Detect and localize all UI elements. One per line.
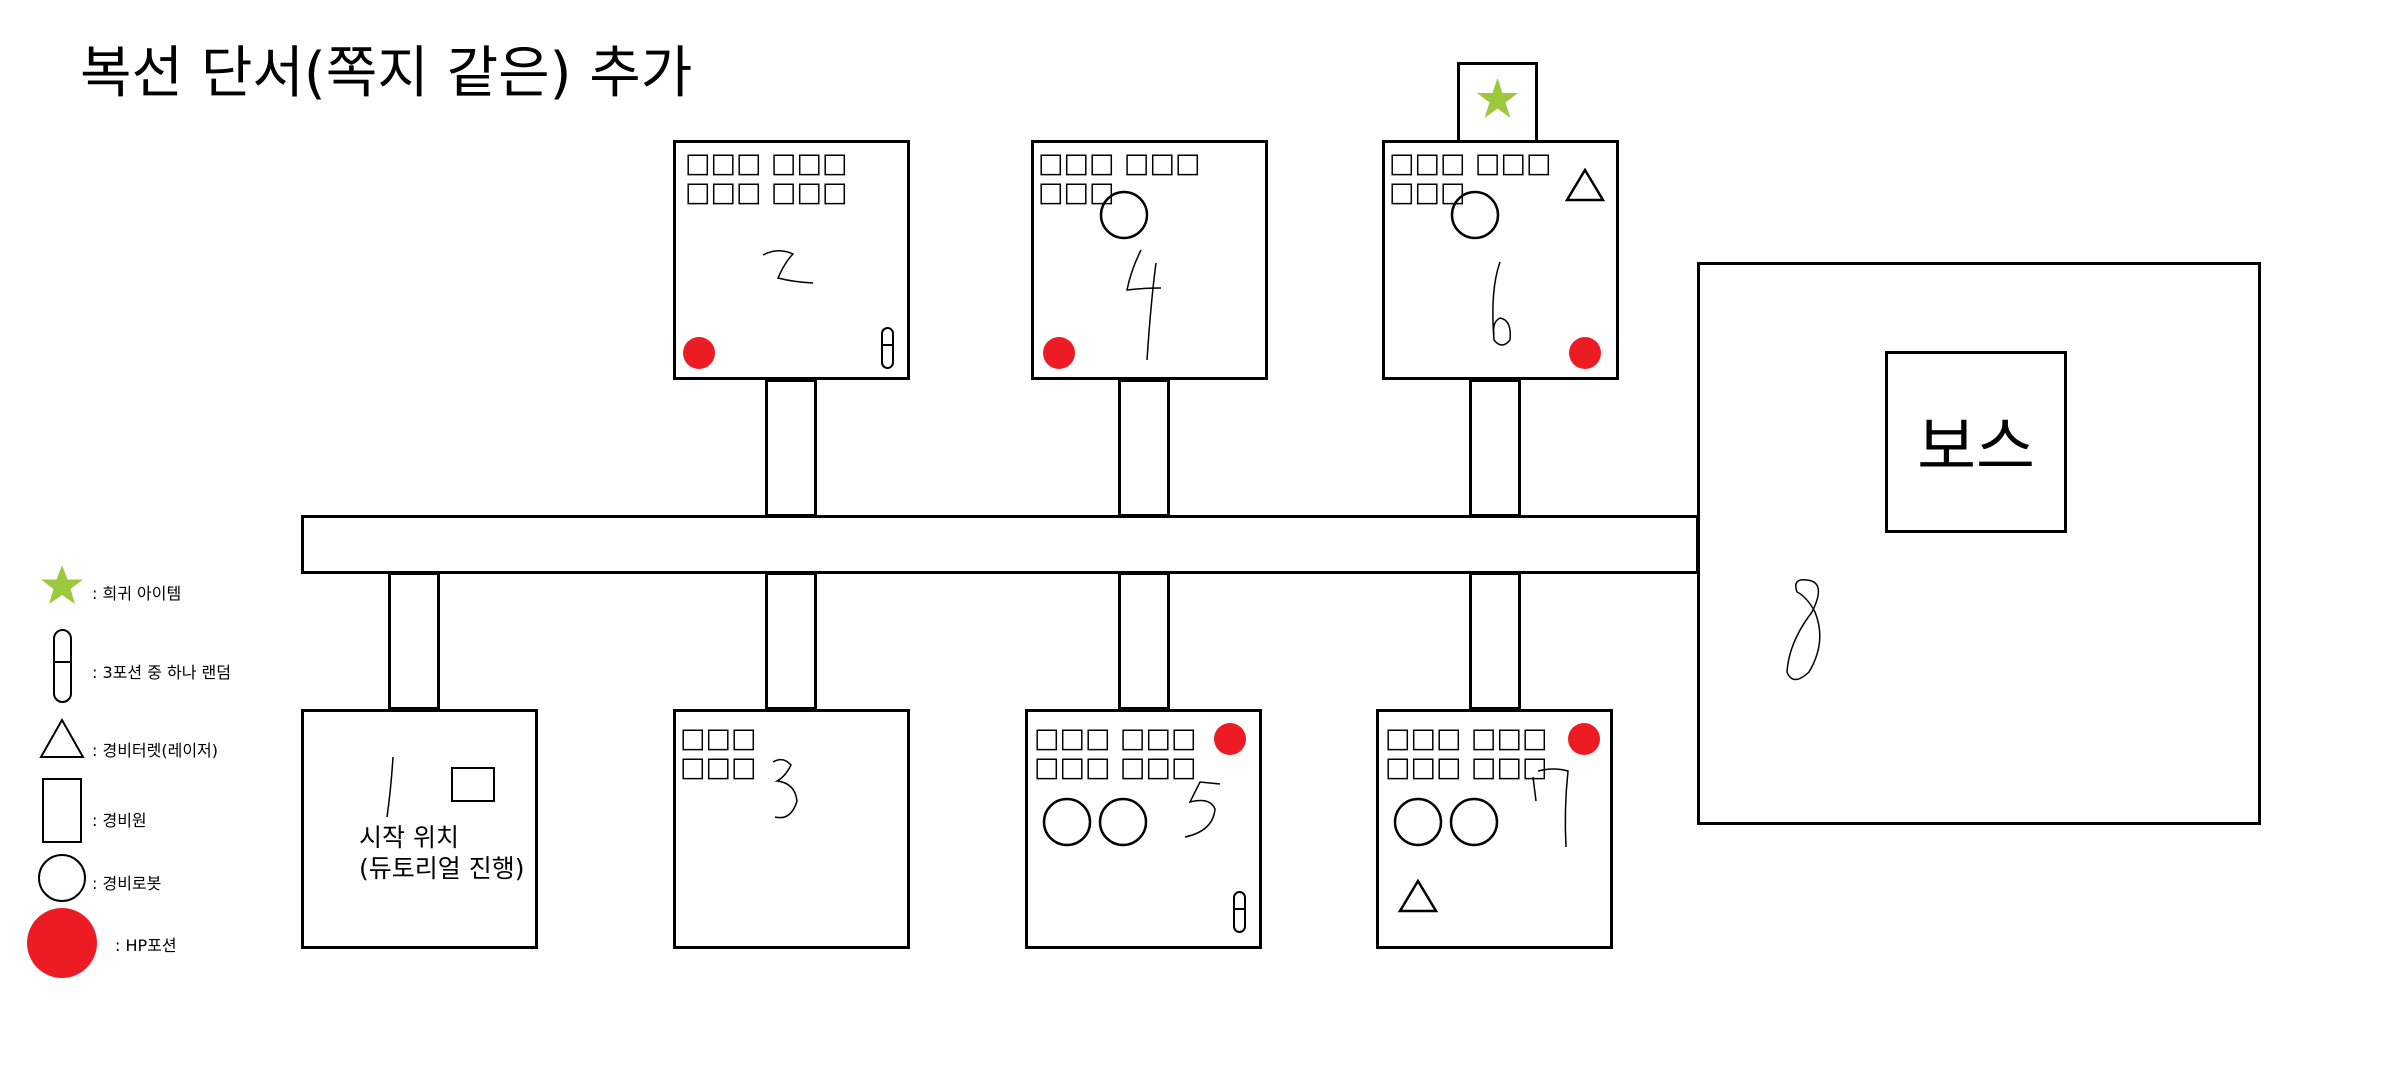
start-location-label: 시작 위치 (359, 823, 459, 852)
room-6-text: □□□ □□□ □□□ (1389, 148, 1552, 208)
guard-robot-icon (1042, 797, 1092, 847)
connector-room3 (765, 572, 817, 710)
room-7: □□□ □□□ □□□ □□□ (1376, 709, 1613, 949)
triangle-icon (39, 717, 85, 758)
guard-robot-icon (1393, 797, 1443, 847)
star-icon (41, 565, 83, 604)
hp-potion-icon (1568, 723, 1600, 755)
circle-icon (38, 854, 86, 902)
legend-label-guard: : 경비원 (92, 811, 147, 830)
guard-icon (451, 767, 495, 802)
room-number-6 (1492, 261, 1512, 346)
star-icon (1477, 78, 1518, 118)
connector-room6 (1469, 379, 1521, 517)
potion-vial-icon (881, 327, 894, 369)
red-circle-icon (27, 908, 97, 978)
room-number-1 (386, 756, 394, 818)
main-corridor (301, 515, 1699, 574)
room-number-5 (1184, 781, 1221, 838)
room-3-text: □□□ □□□ (680, 723, 757, 783)
rectangle-icon (42, 778, 82, 843)
legend-label-turret: : 경비터렛(레이저) (92, 741, 219, 760)
hp-potion-icon (1569, 337, 1601, 369)
tutorial-label: (듀토리얼 진행) (359, 854, 525, 883)
hp-potion-icon (683, 337, 715, 369)
legend-icons (27, 565, 97, 978)
room6-annex (1457, 62, 1538, 143)
room-5-text: □□□ □□□ □□□ □□□ (1034, 723, 1197, 783)
room-6: □□□ □□□ □□□ (1382, 140, 1619, 380)
room-number-4 (1126, 249, 1162, 361)
room-number-3 (772, 758, 798, 819)
potion-vial-icon (53, 629, 72, 703)
connector-room2 (765, 379, 817, 517)
room-2: □□□ □□□ □□□ □□□ (673, 140, 910, 380)
room-4: □□□ □□□ □□□ (1031, 140, 1268, 380)
room-2-text: □□□ □□□ □□□ □□□ (685, 148, 848, 208)
turret-icon (1564, 167, 1606, 202)
boss-box: 보스 (1885, 351, 2067, 533)
connector-room7 (1469, 572, 1521, 710)
room-8-boss: 보스 (1697, 262, 2261, 825)
guard-robot-icon (1449, 797, 1499, 847)
room-number-8 (1786, 579, 1821, 681)
room-number-2 (762, 250, 814, 284)
turret-icon (1397, 878, 1439, 913)
connector-room4 (1118, 379, 1170, 517)
potion-vial-icon (1233, 891, 1246, 933)
legend-label-potion-random: : 3포션 중 하나 랜덤 (92, 663, 231, 682)
hp-potion-icon (1043, 337, 1075, 369)
legend-label-guard-robot: : 경비로봇 (92, 874, 162, 893)
room-3: □□□ □□□ (673, 709, 910, 949)
guard-robot-icon (1450, 190, 1500, 240)
room-number-7 (1532, 768, 1569, 848)
hp-potion-icon (1214, 723, 1246, 755)
legend-label-hp-potion: : HP포션 (115, 936, 177, 955)
guard-robot-icon (1099, 190, 1149, 240)
room-4-text: □□□ □□□ □□□ (1038, 148, 1201, 208)
boss-label: 보스 (1917, 411, 2035, 485)
room-5: □□□ □□□ □□□ □□□ (1025, 709, 1262, 949)
legend-label-rare-item: : 희귀 아이템 (92, 584, 182, 603)
room-7-text: □□□ □□□ □□□ □□□ (1385, 723, 1548, 783)
guard-robot-icon (1098, 797, 1148, 847)
connector-room1 (388, 572, 440, 710)
diagram-title: 복선 단서(쪽지 같은) 추가 (80, 41, 693, 106)
room-1: 시작 위치 (듀토리얼 진행) (301, 709, 538, 949)
connector-room5 (1118, 572, 1170, 710)
